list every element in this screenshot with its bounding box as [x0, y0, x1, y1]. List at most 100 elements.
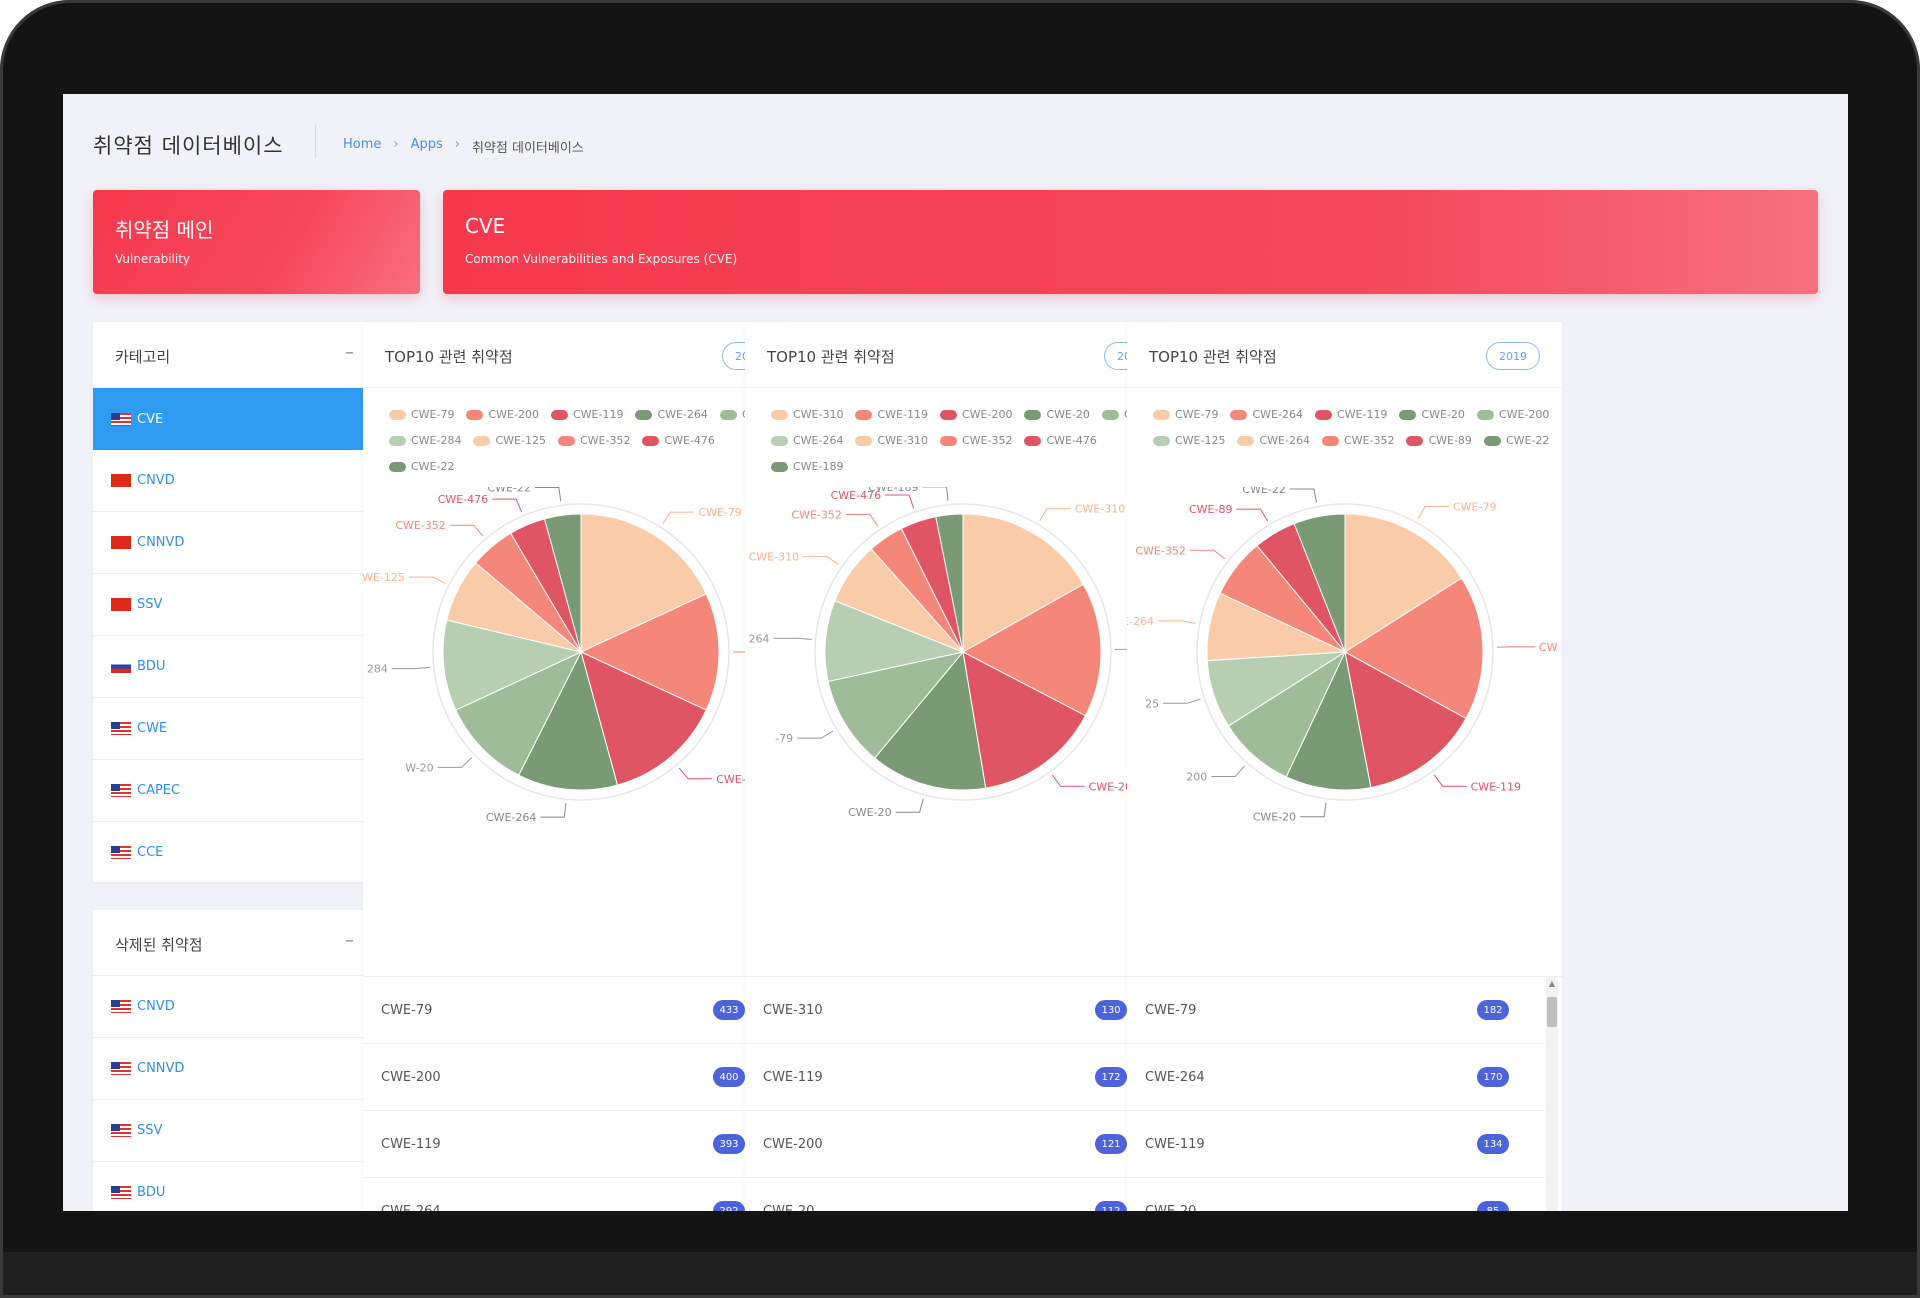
- list-item[interactable]: CWE-20 112: [745, 1178, 1163, 1211]
- pie-slice[interactable]: [824, 600, 965, 683]
- legend-item[interactable]: CWE-200: [939, 406, 1012, 423]
- pie-slice[interactable]: [580, 651, 707, 786]
- legend-swatch: [557, 435, 575, 446]
- list-item[interactable]: CWE-119 172: [745, 1044, 1163, 1111]
- pie-slice[interactable]: [543, 513, 582, 653]
- pie-slice[interactable]: [455, 650, 583, 776]
- legend-label: CWE-79: [411, 408, 455, 421]
- breadcrumb-current: 취약점 데이터베이스: [471, 141, 584, 156]
- legend-item[interactable]: CWE-119: [855, 406, 928, 423]
- legend-item[interactable]: CWE-310: [771, 406, 843, 423]
- sidebar-item-cnnvd[interactable]: CNNVD: [93, 512, 420, 574]
- pie-slice[interactable]: [873, 650, 987, 791]
- minimize-icon[interactable]: –: [345, 930, 354, 951]
- legend-item[interactable]: CWE-352: [557, 432, 630, 449]
- breadcrumb-apps[interactable]: Apps: [410, 137, 443, 152]
- legend-swatch: [389, 461, 406, 472]
- legend-item[interactable]: CWE-119: [1314, 406, 1387, 423]
- sidebar-item-bdu[interactable]: BDU: [93, 636, 420, 698]
- legend-item[interactable]: CWE-352: [939, 432, 1012, 449]
- pie-slice[interactable]: [935, 513, 964, 653]
- legend-label: CWE-20: [1421, 408, 1465, 421]
- scroll-thumb[interactable]: [1547, 997, 1557, 1027]
- list-scrollbar[interactable]: ▲▼: [1546, 977, 1558, 1211]
- legend-item[interactable]: CWE-476: [1024, 432, 1097, 449]
- pie-slice[interactable]: [1293, 513, 1346, 653]
- legend-swatch: [550, 409, 568, 420]
- sidebar-item-ssv[interactable]: SSV: [93, 1100, 420, 1162]
- legend-item[interactable]: CWE-79: [1153, 406, 1218, 423]
- sidebar-item-ssv[interactable]: SSV: [93, 574, 420, 636]
- pie-slice[interactable]: [1344, 577, 1484, 720]
- sidebar-item-cnvd[interactable]: CNVD: [93, 976, 420, 1038]
- list-item[interactable]: CWE-79 182: [1127, 977, 1545, 1044]
- legend-item[interactable]: CWE-20: [1399, 406, 1465, 423]
- list-item[interactable]: CWE-119 393: [363, 1111, 781, 1178]
- breadcrumb-home[interactable]: Home: [343, 137, 382, 152]
- flag-us-icon: [111, 1124, 131, 1137]
- pie-label-leader: [1433, 774, 1467, 787]
- list-item[interactable]: CWE-79 433: [363, 977, 781, 1044]
- minimize-icon[interactable]: –: [345, 342, 354, 363]
- legend-item[interactable]: CWE-200: [1476, 406, 1549, 423]
- legend-item[interactable]: CWE-264: [1230, 406, 1303, 423]
- legend-item[interactable]: CWE-89: [1406, 432, 1472, 449]
- legend-item[interactable]: CWE-79: [389, 406, 454, 423]
- legend-item[interactable]: CWE-284: [389, 432, 461, 449]
- scroll-up-icon[interactable]: ▲: [1548, 979, 1556, 988]
- legend-item[interactable]: CWE-200: [466, 406, 539, 423]
- list-item[interactable]: CWE-20 85: [1127, 1178, 1545, 1211]
- pie-label-leader: [1300, 802, 1327, 818]
- list-item[interactable]: CWE-119 134: [1127, 1111, 1545, 1178]
- list-item[interactable]: CWE-200 121: [745, 1111, 1163, 1178]
- legend-item[interactable]: CWE-22: [389, 458, 454, 475]
- year-selector[interactable]: 2019: [1486, 342, 1540, 370]
- legend-item[interactable]: CWE-264: [771, 432, 843, 449]
- pie-slice-label: 25: [1145, 697, 1159, 710]
- legend-item[interactable]: CWE-264: [635, 406, 708, 423]
- sidebar-item-capec[interactable]: CAPEC: [93, 760, 420, 822]
- legend-swatch: [1153, 435, 1170, 446]
- pie-slice[interactable]: [962, 651, 1087, 789]
- legend-item[interactable]: CWE-119: [550, 406, 623, 423]
- list-item[interactable]: CWE-264 292: [363, 1178, 781, 1211]
- pie-slice[interactable]: [962, 513, 1084, 653]
- pie-slice[interactable]: [827, 651, 965, 759]
- legend-item[interactable]: CWE-264: [1237, 432, 1310, 449]
- legend-item[interactable]: CWE-310: [855, 432, 928, 449]
- sidebar-item-cwe[interactable]: CWE: [93, 698, 420, 760]
- sidebar-item-cce[interactable]: CCE: [93, 822, 420, 884]
- sidebar-item-label: SSV: [137, 1123, 163, 1138]
- flag-cn-icon: [111, 536, 131, 549]
- pie-slice[interactable]: [442, 619, 583, 711]
- legend-item[interactable]: CWE-125: [1153, 432, 1225, 449]
- pie-slice[interactable]: [961, 583, 1102, 717]
- legend-item[interactable]: CWE-22: [1483, 432, 1549, 449]
- legend-item[interactable]: CWE-352: [1321, 432, 1394, 449]
- list-item[interactable]: CWE-310 130: [745, 977, 1163, 1044]
- legend-item[interactable]: CWE-20: [1024, 406, 1090, 423]
- top-bar: 취약점 데이터베이스 Home › Apps › 취약점 데이터베이스: [63, 94, 1848, 186]
- pie-slice[interactable]: [580, 513, 707, 653]
- sidebar-item-cnnvd[interactable]: CNNVD: [93, 1038, 420, 1100]
- pie-slice[interactable]: [1344, 651, 1467, 789]
- list-item[interactable]: CWE-264 170: [1127, 1044, 1545, 1111]
- legend-item[interactable]: CWE-125: [473, 432, 546, 449]
- pie-slice-label: CWE-476: [831, 489, 881, 502]
- sidebar-item-bdu[interactable]: BDU: [93, 1162, 420, 1211]
- legend-label: CWE-284: [411, 434, 462, 447]
- pie-slice[interactable]: [1344, 513, 1463, 653]
- pie-slice[interactable]: [1285, 650, 1372, 791]
- pie-slice-label: 200: [1186, 771, 1207, 784]
- list-item[interactable]: CWE-200 400: [363, 1044, 781, 1111]
- vulnerability-main-banner[interactable]: 취약점 메인 Vulnerability: [93, 190, 420, 294]
- sidebar-item-cnvd[interactable]: CNVD: [93, 450, 420, 512]
- legend-item[interactable]: CWE-476: [642, 432, 715, 449]
- chart-legend: CWE-310CWE-119CWE-200CWE-20CWE-79CWE-264…: [771, 406, 1171, 475]
- pie-slice[interactable]: [518, 650, 619, 791]
- pie-slice[interactable]: [579, 593, 720, 711]
- pie-label-leader: [1211, 765, 1245, 778]
- chart-legend: CWE-79CWE-200CWE-119CWE-264CWE-20CWE-284…: [389, 406, 789, 475]
- legend-item[interactable]: CWE-189: [771, 458, 843, 475]
